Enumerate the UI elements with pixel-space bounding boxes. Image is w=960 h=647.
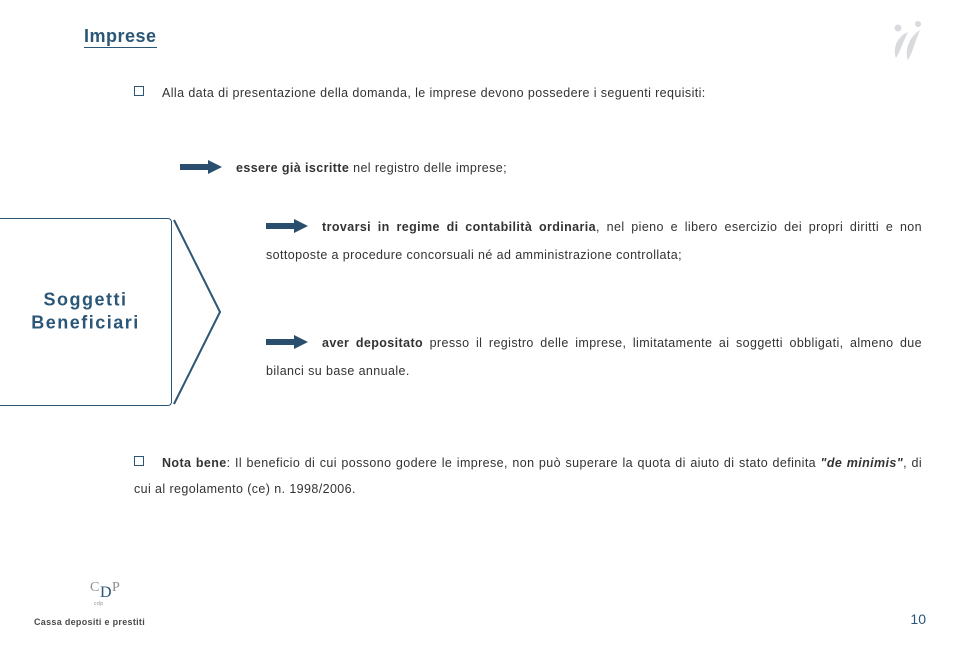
nota-bene: Nota bene: Il beneficio di cui possono g… [134, 450, 922, 503]
page-title-text: Imprese [84, 26, 157, 48]
requirement-1-highlight: essere già iscritte [236, 161, 349, 175]
sidebar-line2: Beneficiari [31, 313, 140, 333]
requirement-1-rest: nel registro delle imprese; [349, 161, 507, 175]
corner-logo-icon [878, 14, 932, 68]
svg-text:cdp: cdp [94, 601, 104, 607]
sidebar-box: Soggetti Beneficiari [0, 218, 172, 406]
requirement-1: essere già iscritte nel registro delle i… [180, 160, 922, 177]
checkbox-icon [134, 456, 144, 466]
svg-text:C: C [90, 580, 99, 595]
sidebar-line1: Soggetti [44, 290, 128, 310]
body-paragraph-2: aver depositato presso il registro delle… [266, 330, 922, 385]
nota-text: : Il beneficio di cui possono godere le … [227, 456, 821, 470]
arrow-icon [180, 160, 222, 177]
arrow-icon [266, 216, 308, 242]
body-paragraph-1: trovarsi in regime di contabilità ordina… [266, 214, 922, 269]
nota-italic: "de minimis" [821, 456, 904, 470]
page-number: 10 [910, 611, 926, 627]
chevron-right-icon [172, 218, 232, 406]
intro-text: Alla data di presentazione della domanda… [162, 86, 706, 100]
footer-logo-icon: C D P cdp [88, 575, 132, 607]
checkbox-icon [134, 86, 144, 96]
arrow-icon [266, 332, 308, 358]
footer-brand: Cassa depositi e prestiti [34, 617, 145, 627]
svg-text:D: D [100, 584, 112, 601]
sidebar-label: Soggetti Beneficiari [10, 289, 161, 336]
page-title: Imprese [84, 26, 157, 47]
svg-text:P: P [112, 580, 120, 595]
body2-lead: aver depositato [322, 336, 423, 350]
intro-bullet: Alla data di presentazione della domanda… [134, 82, 922, 106]
body1-lead: trovarsi in regime di contabilità ordina… [322, 220, 596, 234]
nota-label: Nota bene [162, 456, 227, 470]
